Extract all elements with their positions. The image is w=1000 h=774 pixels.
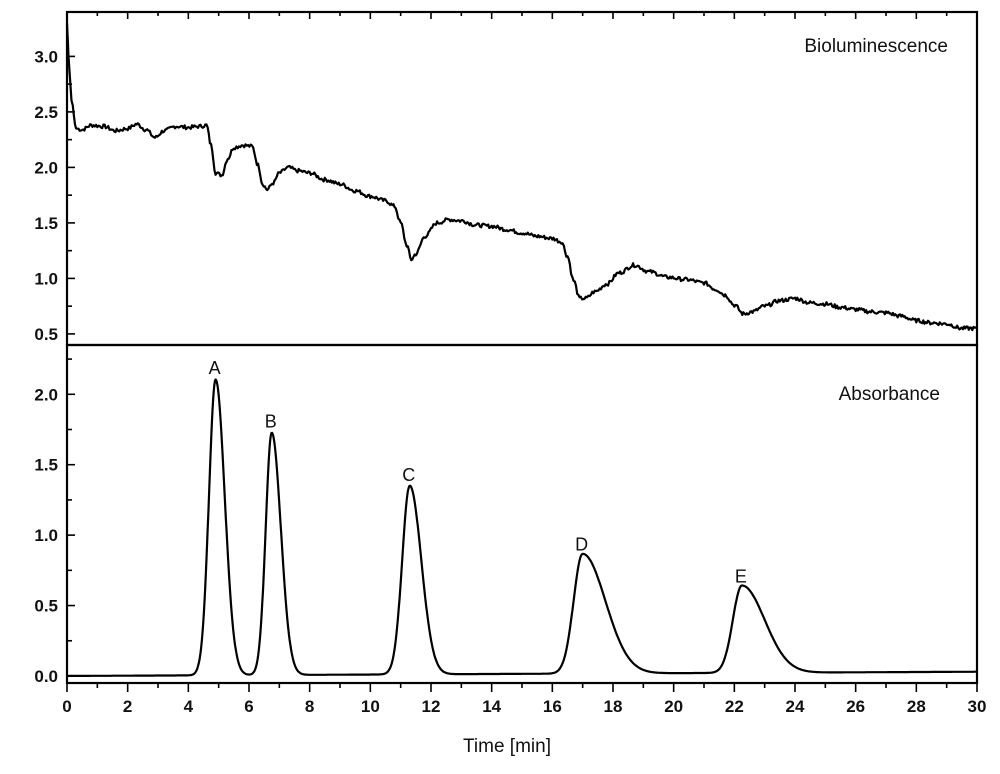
bioluminescence-trace [65, 23, 978, 332]
top-y-tick-label: 2.5 [34, 103, 58, 122]
x-tick-label: 30 [968, 697, 987, 716]
bottom-y-tick-label: 1.5 [34, 456, 58, 475]
bottom-panel: Absorbance 0.00.51.01.52.0 0 2 4 6 8 10 12 14 16… [34, 12, 986, 716]
bottom-y-tick-label: 0.0 [34, 667, 58, 686]
top-y-tick-label: 3.0 [34, 47, 58, 66]
bottom-y-tick-label: 1.0 [34, 526, 58, 545]
absorbance-trace [66, 378, 978, 678]
peak-label-c: C [402, 465, 415, 485]
x-tick-label: 2 [123, 697, 132, 716]
x-tick-label: 26 [846, 697, 865, 716]
x-tick-label: 6 [244, 697, 253, 716]
x-tick-label: 22 [725, 697, 744, 716]
top-panel-title: Bioluminescence [804, 36, 948, 57]
bottom-y-axis: 0.0 0.5 1.0 1.5 2.0 [34, 358, 75, 686]
x-tick-label: 24 [786, 697, 805, 716]
x-tick-label: 20 [664, 697, 683, 716]
top-panel: Bioluminescence 0.5 1.0 1.5 2.0 2.5 3.0 [34, 10, 979, 347]
x-axis-title: Time [min] [463, 736, 551, 757]
bottom-y-tick-label: 2.0 [34, 385, 58, 404]
peak-label-e: E [735, 567, 747, 587]
peak-labels: A B C D E [209, 358, 747, 586]
top-y-tick-label: 2.0 [34, 158, 58, 177]
x-tick-label: 14 [482, 697, 501, 716]
bottom-y-tick-label: 0.5 [34, 597, 58, 616]
peak-label-a: A [209, 358, 221, 378]
x-tick-label: 10 [361, 697, 380, 716]
top-y-axis: 0.5 1.0 1.5 2.0 2.5 3.0 [34, 47, 75, 344]
top-y-tick-label: 1.5 [34, 214, 58, 233]
x-tick-label: 8 [305, 697, 314, 716]
x-axis: 0 2 4 6 8 10 12 14 16 18 20 22 24 26 28 30 [62, 12, 986, 716]
bottom-panel-title: Absorbance [839, 384, 940, 405]
peak-label-b: B [265, 412, 277, 432]
top-panel-frame [65, 10, 979, 347]
x-tick-label: 28 [907, 697, 926, 716]
top-y-tick-label: 0.5 [34, 325, 58, 344]
x-tick-label: 0 [62, 697, 71, 716]
x-tick-label: 16 [543, 697, 562, 716]
x-tick-label: 18 [604, 697, 623, 716]
x-tick-label: 4 [184, 697, 194, 716]
top-y-tick-label: 1.0 [34, 269, 58, 288]
x-tick-label: 12 [422, 697, 441, 716]
peak-label-d: D [575, 534, 588, 554]
